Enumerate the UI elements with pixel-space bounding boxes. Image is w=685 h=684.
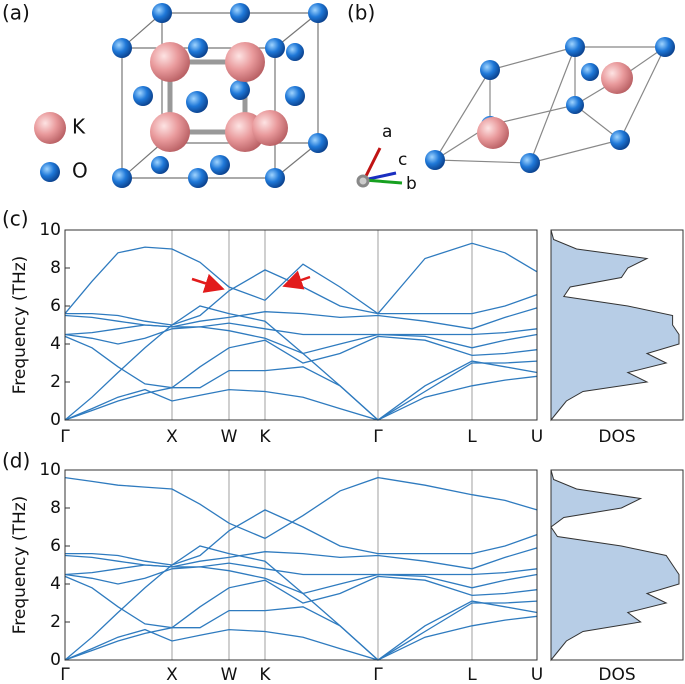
band (64, 360, 538, 421)
axis-name: c (398, 150, 407, 170)
y-tick-label: 10 (39, 460, 61, 480)
band (64, 375, 538, 421)
plot-frame (550, 229, 684, 421)
y-tick-label: 4 (50, 334, 61, 354)
x-tick-label: W (221, 427, 238, 447)
x-tick-label: Γ (60, 427, 70, 447)
band (64, 326, 538, 355)
y-tick-label: 2 (50, 372, 61, 392)
x-axis-label: DOS (598, 665, 635, 684)
y-tick-label: 8 (50, 258, 61, 278)
panel-label: (a) (2, 1, 30, 25)
band (64, 305, 538, 421)
y-tick-label: 4 (50, 574, 61, 594)
y-axis-label: Frequency (THz) (10, 256, 30, 395)
y-tick-label: 10 (39, 220, 61, 240)
dos-area (550, 469, 680, 662)
x-tick-label: X (166, 665, 178, 684)
x-tick-label: Γ (373, 665, 383, 684)
y-tick-label: 0 (50, 650, 61, 670)
band (64, 322, 538, 336)
x-axis-label: DOS (598, 427, 635, 447)
x-tick-label: X (166, 427, 178, 447)
atoms-a (112, 3, 328, 188)
legend-text: O (72, 159, 88, 183)
axis-name: a (382, 122, 392, 142)
legend-o (40, 162, 60, 182)
y-axis-label: Frequency (THz) (10, 496, 30, 635)
panel-label: (c) (2, 207, 29, 231)
plot-frame (550, 469, 684, 661)
x-tick-label: W (221, 665, 238, 684)
structure-b (433, 46, 666, 164)
band (64, 562, 538, 576)
band (65, 509, 538, 566)
x-tick-label: K (259, 665, 271, 684)
annotation-arrows (191, 270, 311, 293)
legend-k (34, 112, 66, 144)
band (64, 615, 538, 661)
atoms-b (425, 37, 675, 173)
band (64, 547, 538, 570)
x-tick-label: L (467, 427, 477, 447)
band (64, 242, 538, 315)
legend-text: K (72, 115, 86, 139)
axis-name: b (406, 174, 417, 194)
x-tick-label: U (531, 427, 543, 447)
y-tick-label: 6 (50, 536, 61, 556)
band (64, 600, 538, 661)
x-tick-label: L (467, 665, 477, 684)
band (64, 307, 538, 330)
plot-frame (64, 469, 538, 661)
y-tick-label: 2 (50, 612, 61, 632)
y-tick-label: 0 (50, 410, 61, 430)
band (65, 269, 538, 326)
x-tick-label: U (531, 665, 543, 684)
y-tick-label: 8 (50, 498, 61, 518)
y-tick-label: 6 (50, 296, 61, 316)
x-tick-label: Γ (373, 427, 383, 447)
band (64, 545, 538, 661)
panel-label: (d) (2, 449, 30, 473)
x-tick-label: Γ (60, 665, 70, 684)
band (64, 476, 538, 540)
x-tick-label: K (259, 427, 271, 447)
band (64, 575, 538, 629)
band (64, 566, 538, 595)
lattice-axes (356, 147, 403, 188)
panel-label: (b) (347, 1, 375, 25)
plot-frame (64, 229, 538, 421)
dos-area (550, 229, 680, 422)
band (64, 335, 538, 389)
